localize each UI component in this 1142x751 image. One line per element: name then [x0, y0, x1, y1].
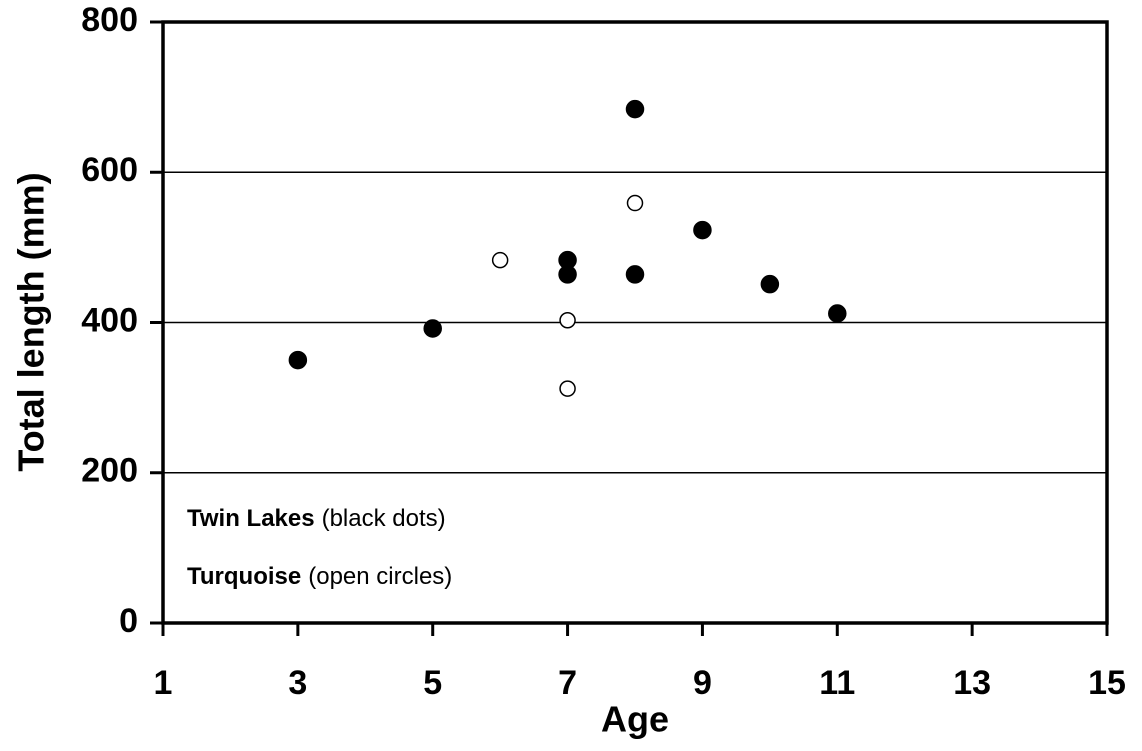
- x-tick-label: 9: [693, 664, 712, 702]
- point: [288, 350, 308, 370]
- legend-entry: Twin Lakes (black dots): [187, 505, 446, 532]
- point: [693, 220, 712, 240]
- x-tick-label: 1: [154, 664, 173, 702]
- point: [828, 304, 847, 323]
- point: [558, 265, 577, 284]
- legend-note: (open circles): [308, 563, 452, 590]
- legend-name: Turquoise: [187, 563, 301, 590]
- point: [559, 380, 576, 397]
- legend-note: (black dots): [322, 505, 446, 532]
- point: [491, 251, 509, 269]
- x-tick-label: 7: [558, 664, 577, 702]
- point: [760, 274, 780, 294]
- y-tick-label: 0: [119, 602, 138, 640]
- x-tick-label: 15: [1088, 664, 1126, 702]
- x-tick-label: 3: [288, 664, 307, 702]
- point: [625, 99, 645, 119]
- x-axis-title: Age: [601, 699, 669, 740]
- y-axis-title: Total length (mm): [11, 172, 52, 471]
- legend-entry: Turquoise (open circles): [187, 563, 452, 590]
- x-tick-label: 11: [819, 664, 855, 702]
- point: [423, 319, 442, 338]
- point: [626, 194, 644, 212]
- legend-name: Twin Lakes: [187, 505, 315, 532]
- y-tick-label: 600: [81, 151, 138, 189]
- y-tick-label: 800: [81, 1, 138, 39]
- point: [559, 311, 576, 329]
- y-tick-label: 200: [81, 452, 138, 490]
- plot-frame: [161, 20, 1109, 625]
- x-tick-label: 13: [953, 664, 991, 702]
- x-tick-label: 5: [423, 664, 442, 702]
- y-tick-label: 400: [81, 301, 138, 339]
- point: [625, 265, 645, 284]
